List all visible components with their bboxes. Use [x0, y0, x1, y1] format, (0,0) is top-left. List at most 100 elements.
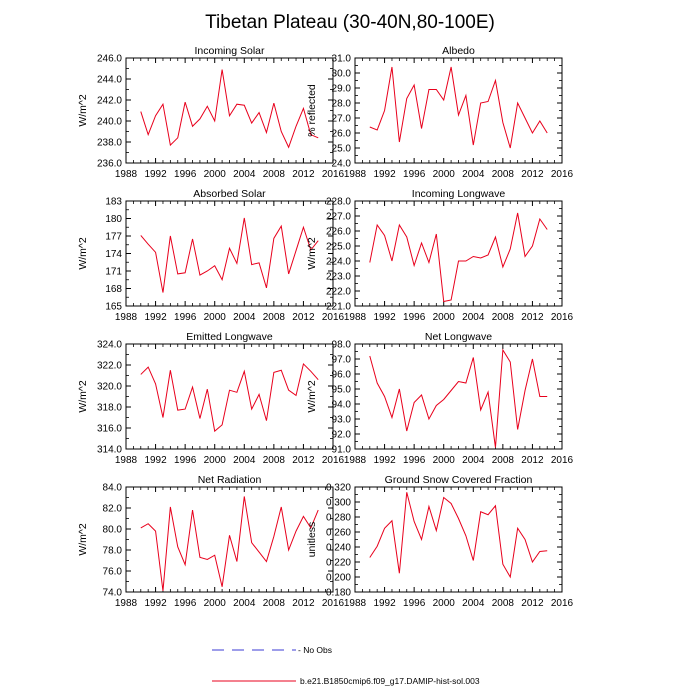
net-longwave-ytick-label: 91.0: [332, 445, 352, 456]
absorbed-solar-xtick-label-2012: 2012: [292, 312, 315, 323]
albedo-xtick-label-2008: 2008: [492, 169, 515, 180]
panels: Incoming Solar W/m^2 1988 1992 1996 2000 2004 2…: [77, 45, 574, 609]
incoming-longwave-ytick-label: 222.0: [326, 287, 351, 298]
incoming-solar-xtick-label-1996: 1996: [174, 169, 197, 180]
ground-snow-covered-fraction-xtick-label-2008: 2008: [492, 598, 515, 609]
emitted-longwave-xtick-label-2008: 2008: [263, 455, 286, 466]
ground-snow-covered-fraction-ytick-label: 0.200: [326, 573, 351, 584]
emitted-longwave-ytick-label: 320.0: [97, 382, 122, 393]
incoming-longwave-ytick-label: 221.0: [326, 302, 351, 313]
incoming-longwave-ylabel: W/m^2: [306, 237, 318, 270]
albedo-series-line: [369, 66, 548, 149]
panel-albedo: Albedo % reflected 1988 1992 1996 2000 2004 200…: [306, 45, 574, 180]
incoming-longwave-ytick-label: 223.0: [326, 272, 351, 283]
net-longwave-title: Net Longwave: [425, 331, 492, 343]
net-longwave-ytick-label: 92.0: [332, 430, 352, 441]
incoming-solar-ytick-label: 244.0: [97, 75, 122, 86]
net-radiation-ylabel: W/m^2: [77, 523, 89, 556]
net-radiation-ytick-label: 82.0: [103, 504, 123, 515]
net-radiation-xtick-label-2004: 2004: [233, 598, 256, 609]
net-radiation-ytick-label: 78.0: [103, 546, 123, 557]
net-longwave-xtick-label-2004: 2004: [462, 455, 485, 466]
net-longwave-xtick-label-2016: 2016: [551, 455, 574, 466]
albedo-ytick-label: 28.0: [332, 99, 352, 110]
emitted-longwave-xtick-label-2012: 2012: [292, 455, 315, 466]
incoming-longwave-xtick-label-2012: 2012: [521, 312, 544, 323]
incoming-longwave-xtick-label-2000: 2000: [433, 312, 456, 323]
net-radiation-ytick-label: 76.0: [103, 567, 123, 578]
ground-snow-covered-fraction-xtick-label-2012: 2012: [521, 598, 544, 609]
albedo-title: Albedo: [442, 45, 475, 57]
ground-snow-covered-fraction-ytick-label: 0.240: [326, 543, 351, 554]
legend: - No Obs b.e21.B1850cmip6.f09_g17.DAMIP-…: [212, 645, 480, 686]
incoming-longwave-xtick-label-1996: 1996: [403, 312, 426, 323]
absorbed-solar-ylabel: W/m^2: [77, 237, 89, 270]
albedo-ytick-label: 27.0: [332, 114, 352, 125]
absorbed-solar-ytick-label: 171: [105, 267, 122, 278]
absorbed-solar-xtick-label-2000: 2000: [204, 312, 227, 323]
net-radiation-xtick-label-2008: 2008: [263, 598, 286, 609]
net-radiation-title: Net Radiation: [198, 474, 262, 486]
emitted-longwave-ytick-label: 316.0: [97, 424, 122, 435]
incoming-solar-ytick-label: 238.0: [97, 138, 122, 149]
net-radiation-xtick-label-2016: 2016: [322, 598, 345, 609]
panel-net-longwave: Net Longwave W/m^2 1988 1992 1996 2000 2004 200…: [306, 331, 574, 466]
incoming-solar-series-line: [140, 69, 319, 149]
net-longwave-ytick-label: 93.0: [332, 415, 352, 426]
albedo-ytick-label: 26.0: [332, 129, 352, 140]
incoming-solar-ytick-label: 236.0: [97, 159, 122, 170]
absorbed-solar-title: Absorbed Solar: [193, 188, 266, 200]
net-longwave-frame: [354, 343, 563, 450]
ground-snow-covered-fraction-ytick-label: 0.220: [326, 558, 351, 569]
incoming-longwave-xtick-label-1988: 1988: [344, 312, 367, 323]
absorbed-solar-ytick-label: 174: [105, 249, 122, 260]
absorbed-solar-xtick-label-2016: 2016: [322, 312, 345, 323]
albedo-ytick-label: 29.0: [332, 84, 352, 95]
net-radiation-series-line: [140, 496, 319, 592]
albedo-ytick-label: 30.0: [332, 69, 352, 80]
emitted-longwave-xtick-label-1988: 1988: [115, 455, 138, 466]
panel-absorbed-solar: Absorbed Solar W/m^2 1988 1992 1996 2000 2004 2…: [77, 188, 345, 323]
incoming-longwave-xtick-label-1992: 1992: [373, 312, 396, 323]
incoming-longwave-ytick-label: 224.0: [326, 257, 351, 268]
net-longwave-xtick-label-2008: 2008: [492, 455, 515, 466]
figure-title: Tibetan Plateau (30-40N,80-100E): [205, 12, 495, 33]
incoming-longwave-series-line: [369, 212, 548, 303]
legend-model-label: b.e21.B1850cmip6.f09_g17.DAMIP-hist-sol.…: [300, 676, 480, 686]
incoming-longwave-ytick-label: 228.0: [326, 197, 351, 208]
net-longwave-series-line: [369, 348, 548, 448]
albedo-ytick-label: 31.0: [332, 54, 352, 65]
absorbed-solar-xtick-label-2008: 2008: [263, 312, 286, 323]
net-longwave-xtick-label-1992: 1992: [373, 455, 396, 466]
albedo-xtick-label-2004: 2004: [462, 169, 485, 180]
emitted-longwave-ytick-label: 314.0: [97, 445, 122, 456]
albedo-xtick-label-1992: 1992: [373, 169, 396, 180]
incoming-longwave-title: Incoming Longwave: [412, 188, 506, 200]
emitted-longwave-ytick-label: 318.0: [97, 403, 122, 414]
net-longwave-xtick-label-1988: 1988: [344, 455, 367, 466]
albedo-xtick-label-1996: 1996: [403, 169, 426, 180]
absorbed-solar-xtick-label-1996: 1996: [174, 312, 197, 323]
emitted-longwave-xtick-label-1996: 1996: [174, 455, 197, 466]
incoming-longwave-ytick-label: 226.0: [326, 227, 351, 238]
absorbed-solar-ytick-label: 180: [105, 214, 122, 225]
net-longwave-ylabel: W/m^2: [306, 380, 318, 413]
incoming-solar-xtick-label-1988: 1988: [115, 169, 138, 180]
emitted-longwave-xtick-label-2000: 2000: [204, 455, 227, 466]
incoming-solar-xtick-label-2000: 2000: [204, 169, 227, 180]
incoming-solar-ytick-label: 246.0: [97, 54, 122, 65]
incoming-solar-ytick-label: 242.0: [97, 96, 122, 107]
incoming-solar-frame: [125, 57, 334, 164]
ground-snow-covered-fraction-ytick-label: 0.300: [326, 498, 351, 509]
ground-snow-covered-fraction-ytick-label: 0.280: [326, 513, 351, 524]
legend-obs-label: - No Obs: [298, 645, 332, 655]
ground-snow-covered-fraction-ytick-label: 0.260: [326, 528, 351, 539]
net-longwave-xtick-label-2000: 2000: [433, 455, 456, 466]
absorbed-solar-xtick-label-1988: 1988: [115, 312, 138, 323]
net-longwave-ytick-label: 98.0: [332, 340, 352, 351]
ground-snow-covered-fraction-ytick-label: 0.180: [326, 588, 351, 599]
albedo-ylabel: % reflected: [306, 84, 318, 137]
emitted-longwave-xtick-label-2016: 2016: [322, 455, 345, 466]
ground-snow-covered-fraction-xtick-label-2004: 2004: [462, 598, 485, 609]
